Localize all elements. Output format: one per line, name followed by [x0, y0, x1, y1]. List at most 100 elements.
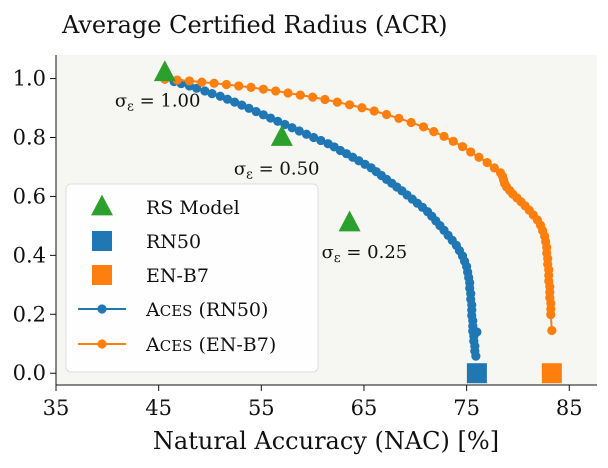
sigma-symbol: σ [234, 159, 246, 180]
y-tick-label: 1.0 [13, 67, 46, 91]
series-point [471, 351, 481, 361]
y-tick-label: 0.2 [13, 302, 46, 326]
series-point [369, 106, 379, 116]
legend-square-marker [92, 231, 112, 251]
series-point [394, 113, 404, 123]
y-tick-label: 0.4 [13, 243, 46, 267]
rs-model-point [153, 60, 176, 82]
series-point [271, 86, 281, 96]
series-point [344, 100, 355, 110]
x-tick-label: 45 [145, 396, 172, 420]
series-point [172, 75, 182, 85]
series-point [200, 86, 210, 96]
series-point [472, 327, 482, 337]
sigma-annotation: σε = 0.25 [322, 242, 408, 266]
legend-square-marker [92, 265, 112, 285]
series-point [237, 100, 247, 110]
epsilon-subscript: ε [246, 168, 253, 183]
rn50-point [466, 363, 487, 384]
series-point [320, 94, 330, 105]
sigma-value: = 0.50 [253, 159, 320, 180]
enb7-point [541, 363, 562, 384]
legend-box [65, 183, 319, 373]
sigma-value: = 1.00 [134, 91, 201, 112]
series-point [448, 136, 458, 146]
legend-triangle-marker [91, 194, 113, 216]
series-point [251, 106, 261, 117]
legend-label-initial: A [145, 299, 160, 321]
series-point [234, 81, 244, 91]
series-point [381, 109, 392, 120]
legend-entry-label: ACES (RN50) [145, 299, 268, 321]
series-point [457, 142, 468, 152]
series-point [357, 103, 367, 113]
legend-entry-label: RN50 [146, 231, 201, 253]
y-tick-label: 0.6 [13, 184, 46, 208]
series-point [258, 84, 268, 94]
series-point [301, 129, 312, 139]
series-point [207, 88, 217, 99]
series-point [546, 309, 556, 320]
x-tick-label: 35 [43, 396, 70, 420]
legend-dot-marker [97, 339, 107, 349]
legend-entry-label: ACES (EN-B7) [145, 334, 276, 356]
y-tick-label: 0.0 [13, 361, 46, 385]
series-point [197, 77, 207, 87]
series-point [222, 94, 233, 104]
sigma-annotation: σε = 0.50 [234, 159, 320, 183]
legend-dot-marker [97, 304, 107, 314]
series-point [466, 147, 476, 157]
series-point [246, 82, 256, 93]
series-point [258, 110, 268, 120]
series-point [273, 116, 283, 126]
sigma-value: = 0.25 [341, 242, 408, 263]
series-point [316, 135, 326, 146]
series-point [287, 123, 297, 133]
x-axis-label: Natural Accuracy (NAC) [%] [153, 427, 499, 455]
sigma-symbol: σ [322, 242, 334, 263]
series-point [308, 92, 318, 102]
legend-label-initial: A [145, 334, 160, 356]
series-point [547, 325, 557, 336]
series-point [221, 79, 232, 90]
sigma-symbol: σ [115, 91, 127, 112]
epsilon-subscript: ε [334, 251, 341, 266]
x-tick-label: 55 [248, 396, 275, 420]
series-point [418, 122, 429, 132]
x-tick-label: 75 [453, 396, 480, 420]
series-point [215, 91, 225, 101]
series-point [429, 127, 439, 137]
series-point [489, 163, 499, 173]
epsilon-subscript: ε [127, 100, 134, 115]
chart-title: Average Certified Radius (ACR) [61, 11, 448, 39]
series-point [283, 88, 293, 98]
sigma-annotation: σε = 1.00 [115, 91, 201, 115]
series-point [439, 131, 449, 141]
x-axis: 35 45 55 65 75 85 [43, 384, 597, 420]
series-point [192, 83, 202, 93]
series-point [265, 113, 276, 123]
series-point [332, 97, 342, 107]
y-tick-label: 0.8 [13, 126, 46, 150]
legend-label-rest: (EN-B7) [192, 334, 276, 356]
series-point [230, 97, 240, 107]
series-point [474, 152, 484, 162]
series-point [406, 117, 416, 128]
series-layer [160, 74, 557, 361]
series-point [482, 157, 492, 168]
x-tick-label: 85 [556, 396, 583, 420]
legend-label-rest: (RN50) [192, 299, 268, 321]
rs-model-point [270, 125, 293, 146]
series-point [244, 103, 254, 113]
rs-model-point [338, 210, 361, 232]
series-point [294, 126, 304, 136]
series-point [184, 76, 195, 86]
y-axis: 0.0 0.2 0.4 0.6 0.8 1.0 [13, 55, 57, 385]
series-point [309, 132, 319, 143]
legend-label-smallcaps: CES [160, 302, 193, 320]
legend-label-smallcaps: CES [160, 337, 193, 355]
